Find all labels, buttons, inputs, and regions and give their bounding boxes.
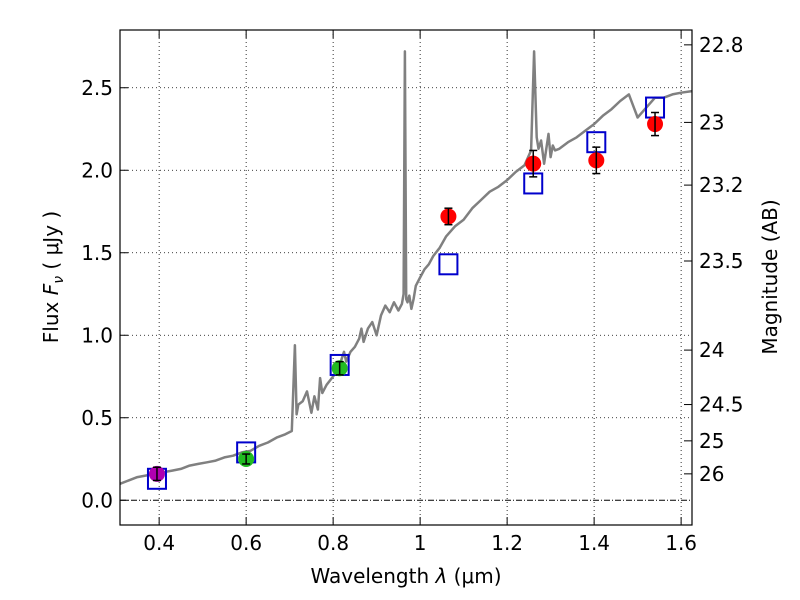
- x-tick-label: 1.4: [578, 531, 610, 555]
- y-axis-label: Flux Fν ( μJy ): [39, 211, 67, 343]
- y-axis-label-prefix: Flux: [39, 295, 63, 343]
- y-tick-label: 0.5: [81, 406, 113, 430]
- x-tick-label: 0.6: [230, 531, 262, 555]
- x-tick-label: 1: [414, 531, 427, 555]
- y-axis-label-symbol: F: [39, 283, 63, 295]
- plot-frame: [119, 29, 693, 526]
- y-tick-label: 0.0: [81, 488, 113, 512]
- model-photometry-square: [438, 253, 459, 276]
- magnitude-tick-label: 24.5: [699, 393, 744, 417]
- x-tick-label: 0.8: [317, 531, 349, 555]
- magnitude-tick-label: 23: [699, 110, 724, 134]
- magnitude-tick-label: 23.2: [699, 173, 744, 197]
- y2-axis-label: Magnitude (AB): [758, 199, 782, 354]
- magnitude-tick-label: 25: [699, 429, 724, 453]
- ticks: [120, 30, 692, 525]
- x-axis-label-symbol: λ: [434, 564, 447, 588]
- y-tick-label: 1.0: [81, 323, 113, 347]
- y-axis-label-unit: ( μJy ): [39, 211, 63, 276]
- magnitude-tick-label: 24: [699, 338, 724, 362]
- spectrum-layer: [119, 50, 693, 485]
- magnitude-tick-label: 26: [699, 462, 724, 486]
- y-tick-label: 2.0: [81, 158, 113, 182]
- y-tick-labels: 0.0 0.5 1.0 1.5 2.0 2.5: [81, 76, 113, 513]
- observed-photometry-layer: [148, 111, 664, 482]
- x-tick-label: 1.6: [665, 531, 697, 555]
- x-axis-label: Wavelength λ (μm): [310, 564, 501, 588]
- y-tick-label: 2.5: [81, 76, 113, 100]
- x-tick-label: 0.4: [143, 531, 175, 555]
- y-axis-label-subscript: ν: [51, 276, 67, 284]
- magnitude-tick-labels: 22.8 23 23.2 23.5 24 24.5 25 26: [699, 33, 744, 486]
- magnitude-tick-label: 23.5: [699, 249, 744, 273]
- model-spectrum-line: [119, 50, 693, 485]
- x-axis-label-prefix: Wavelength: [310, 564, 435, 588]
- y-tick-label: 1.5: [81, 241, 113, 265]
- x-tick-label: 1.2: [491, 531, 523, 555]
- x-axis-label-unit: (μm): [447, 564, 501, 588]
- magnitude-tick-label: 22.8: [699, 33, 744, 57]
- x-tick-labels: 0.4 0.6 0.8 1 1.2 1.4 1.6: [143, 531, 697, 555]
